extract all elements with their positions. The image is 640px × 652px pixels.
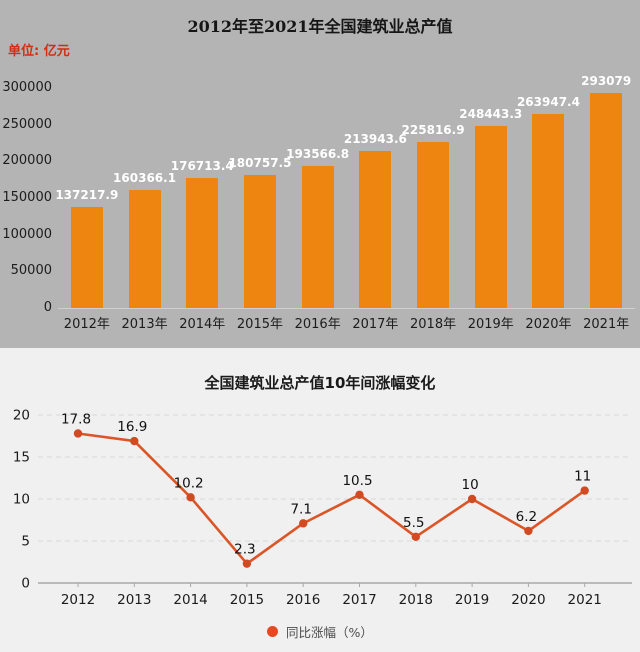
output-value-bar-chart-section: 2012年至2021年全国建筑业总产值 单位: 亿元 0 50000 100000 1… bbox=[0, 0, 640, 348]
data-point-marker bbox=[580, 486, 589, 495]
y-axis-tick-label: 10 bbox=[13, 492, 30, 508]
bar-chart-baseline bbox=[58, 308, 635, 309]
x-axis-tick-label: 2012年 bbox=[63, 317, 110, 332]
bar-value-label: 263947.4 bbox=[516, 95, 580, 110]
data-point-marker bbox=[186, 493, 195, 502]
x-axis-tick-label: 2019年 bbox=[467, 317, 514, 332]
x-axis-tick-label: 2013年 bbox=[121, 317, 168, 332]
growth-rate-line-chart-section: 0 5 10 15 20 2012 2013 2014 2015 2016 2017 2018 2019… bbox=[0, 348, 640, 652]
x-axis-tick-label: 2021 bbox=[568, 592, 602, 608]
data-point-marker bbox=[524, 526, 533, 536]
line-chart-legend: 同比涨幅（%） bbox=[0, 622, 640, 641]
data-point-marker bbox=[355, 490, 364, 499]
y-axis-tick-label: 200000 bbox=[2, 153, 52, 169]
bar-chart-plot: 137217.9 160366.1 176713.4 180757.5 193566.8… bbox=[55, 74, 635, 308]
bar-value-label: 137217.9 bbox=[55, 188, 119, 203]
y-axis-tick-label: 20 bbox=[13, 408, 30, 424]
data-point-label: 10 bbox=[462, 477, 479, 493]
bar-value-label: 225816.9 bbox=[401, 123, 465, 138]
data-point-marker bbox=[130, 436, 139, 446]
x-axis-tick-label: 2018年 bbox=[410, 317, 457, 332]
y-axis-tick-label: 0 bbox=[21, 576, 30, 592]
x-axis-tick-label: 2013 bbox=[117, 592, 151, 608]
bar-group: 213943.6 bbox=[343, 88, 407, 308]
x-axis-tick-label: 2020年 bbox=[525, 317, 572, 332]
y-axis-tick-label: 250000 bbox=[2, 116, 52, 132]
x-axis-tick-label: 2012 bbox=[61, 592, 95, 608]
x-axis-tick-label: 2017 bbox=[342, 592, 376, 608]
bar-value-label: 293079 bbox=[581, 74, 632, 89]
x-axis-tick-label: 2015年 bbox=[236, 317, 283, 332]
x-axis-tick-label: 2016年 bbox=[294, 317, 341, 332]
unit-label: 单位: 亿元 bbox=[8, 44, 70, 59]
data-point-label: 11 bbox=[574, 469, 591, 485]
y-axis-tick-label: 15 bbox=[13, 450, 30, 466]
data-point-marker bbox=[73, 429, 83, 438]
data-point-label: 5.5 bbox=[403, 515, 424, 531]
bar-value-label: 193566.8 bbox=[286, 147, 350, 162]
x-axis-tick-label: 2021年 bbox=[583, 317, 630, 332]
data-point-marker bbox=[242, 559, 252, 568]
bar-value-label: 176713.4 bbox=[170, 159, 234, 174]
bar-value-label: 160366.1 bbox=[113, 171, 177, 186]
x-axis-tick-label: 2014年 bbox=[179, 317, 226, 332]
bar-group: 180757.5 bbox=[228, 88, 292, 308]
x-axis-tick-label: 2019 bbox=[455, 592, 489, 608]
bar-group: 225816.9 bbox=[401, 88, 465, 308]
line-chart-svg: 0 5 10 15 20 2012 2013 2014 2015 2016 2017 2018 2019… bbox=[13, 408, 632, 608]
x-axis-tick-label: 2014 bbox=[173, 592, 207, 608]
data-point-label: 10.5 bbox=[342, 473, 372, 489]
y-axis-tick-label: 150000 bbox=[2, 190, 52, 205]
bar bbox=[301, 166, 334, 308]
data-point-label: 7.1 bbox=[290, 501, 311, 517]
x-axis-tick-label: 2017年 bbox=[352, 317, 399, 332]
legend-label: 同比涨幅（%） bbox=[286, 625, 373, 640]
bar bbox=[359, 151, 392, 308]
bar bbox=[417, 142, 450, 308]
data-point-label: 2.3 bbox=[234, 542, 255, 558]
bar bbox=[532, 114, 565, 308]
legend-dot-icon bbox=[267, 626, 279, 637]
data-point-marker bbox=[299, 519, 308, 528]
bar-value-label: 248443.3 bbox=[459, 106, 523, 121]
y-axis-tick-label: 50000 bbox=[10, 263, 52, 279]
y-axis-tick-label: 100000 bbox=[2, 226, 52, 242]
x-axis-tick-label: 2016 bbox=[286, 592, 320, 608]
line-chart-title: 全国建筑业总产值10年间涨幅变化 bbox=[204, 374, 436, 392]
data-point-label: 10.2 bbox=[174, 475, 204, 491]
bar-chart-y-axis: 0 50000 100000 150000 200000 250000 300000 bbox=[0, 0, 52, 348]
series-line bbox=[77, 432, 586, 565]
bar-chart-x-axis: 2012年 2013年 2014年 2015年 2016年 2017年 2018年 2019年… bbox=[58, 313, 635, 332]
data-point-label: 16.9 bbox=[117, 419, 147, 435]
bar-group: 193566.8 bbox=[286, 88, 350, 308]
x-axis-tick-label: 2020 bbox=[511, 592, 545, 608]
bar-group: 176713.4 bbox=[170, 88, 234, 308]
bar-value-label: 180757.5 bbox=[228, 156, 292, 171]
bar bbox=[590, 93, 623, 308]
bar bbox=[70, 207, 103, 308]
bar-group: 160366.1 bbox=[113, 88, 177, 308]
bar-value-label: 213943.6 bbox=[343, 132, 407, 147]
bar-group: 248443.3 bbox=[459, 88, 523, 308]
bar-group: 293079 bbox=[577, 74, 635, 308]
y-axis-tick-label: 5 bbox=[21, 534, 30, 550]
bar bbox=[243, 175, 276, 308]
x-axis-tick-label: 2015 bbox=[230, 592, 264, 608]
data-point-label: 6.2 bbox=[516, 509, 537, 525]
bar bbox=[128, 190, 161, 308]
data-point-marker bbox=[411, 532, 420, 541]
bar-chart-title: 2012年至2021年全国建筑业总产值 bbox=[187, 17, 453, 36]
bar-group: 137217.9 bbox=[55, 88, 119, 308]
data-point-label: 17.8 bbox=[61, 411, 91, 427]
y-axis-tick-label: 0 bbox=[43, 300, 52, 315]
x-axis-tick-label: 2018 bbox=[399, 592, 433, 608]
data-point-marker bbox=[467, 494, 477, 504]
y-axis-tick-label: 300000 bbox=[2, 80, 52, 95]
bar bbox=[474, 125, 507, 308]
bar-group: 263947.4 bbox=[516, 88, 580, 308]
bar bbox=[186, 178, 219, 308]
